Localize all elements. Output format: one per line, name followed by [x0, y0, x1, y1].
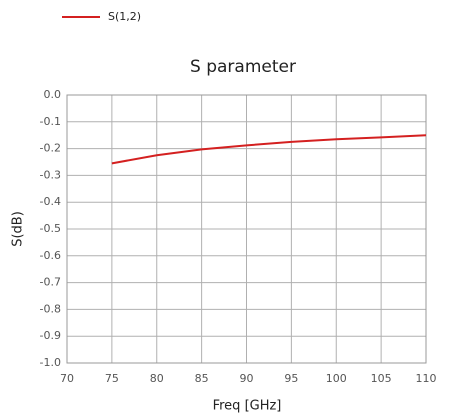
x-tick-label: 90	[240, 372, 254, 385]
x-tick-label: 80	[150, 372, 164, 385]
y-tick-label: -1.0	[40, 356, 61, 369]
x-tick-label: 100	[326, 372, 347, 385]
y-tick-label: -0.1	[40, 115, 61, 128]
x-tick-label: 75	[105, 372, 119, 385]
y-tick-label: -0.8	[40, 302, 61, 315]
x-tick-label: 85	[195, 372, 209, 385]
y-tick-label: -0.3	[40, 168, 61, 181]
x-tick-label: 95	[284, 372, 298, 385]
y-tick-label: 0.0	[44, 88, 62, 101]
y-tick-label: -0.5	[40, 222, 61, 235]
y-tick-label: -0.4	[40, 195, 61, 208]
series-line	[111, 134, 427, 165]
x-tick-label: 110	[416, 372, 437, 385]
x-tick-label: 105	[371, 372, 392, 385]
y-tick-label: -0.2	[40, 142, 61, 155]
x-tick-label: 70	[60, 372, 74, 385]
y-tick-label: -0.6	[40, 249, 61, 262]
plot-frame	[66, 94, 427, 364]
legend-label: S(1,2)	[108, 10, 141, 23]
y-axis-label: S(dB)	[11, 211, 26, 247]
chart-title: S parameter	[190, 57, 296, 77]
x-axis-label: Freq [GHz]	[213, 399, 282, 414]
y-tick-label: -0.7	[40, 276, 61, 289]
y-tick-label: -0.9	[40, 329, 61, 342]
